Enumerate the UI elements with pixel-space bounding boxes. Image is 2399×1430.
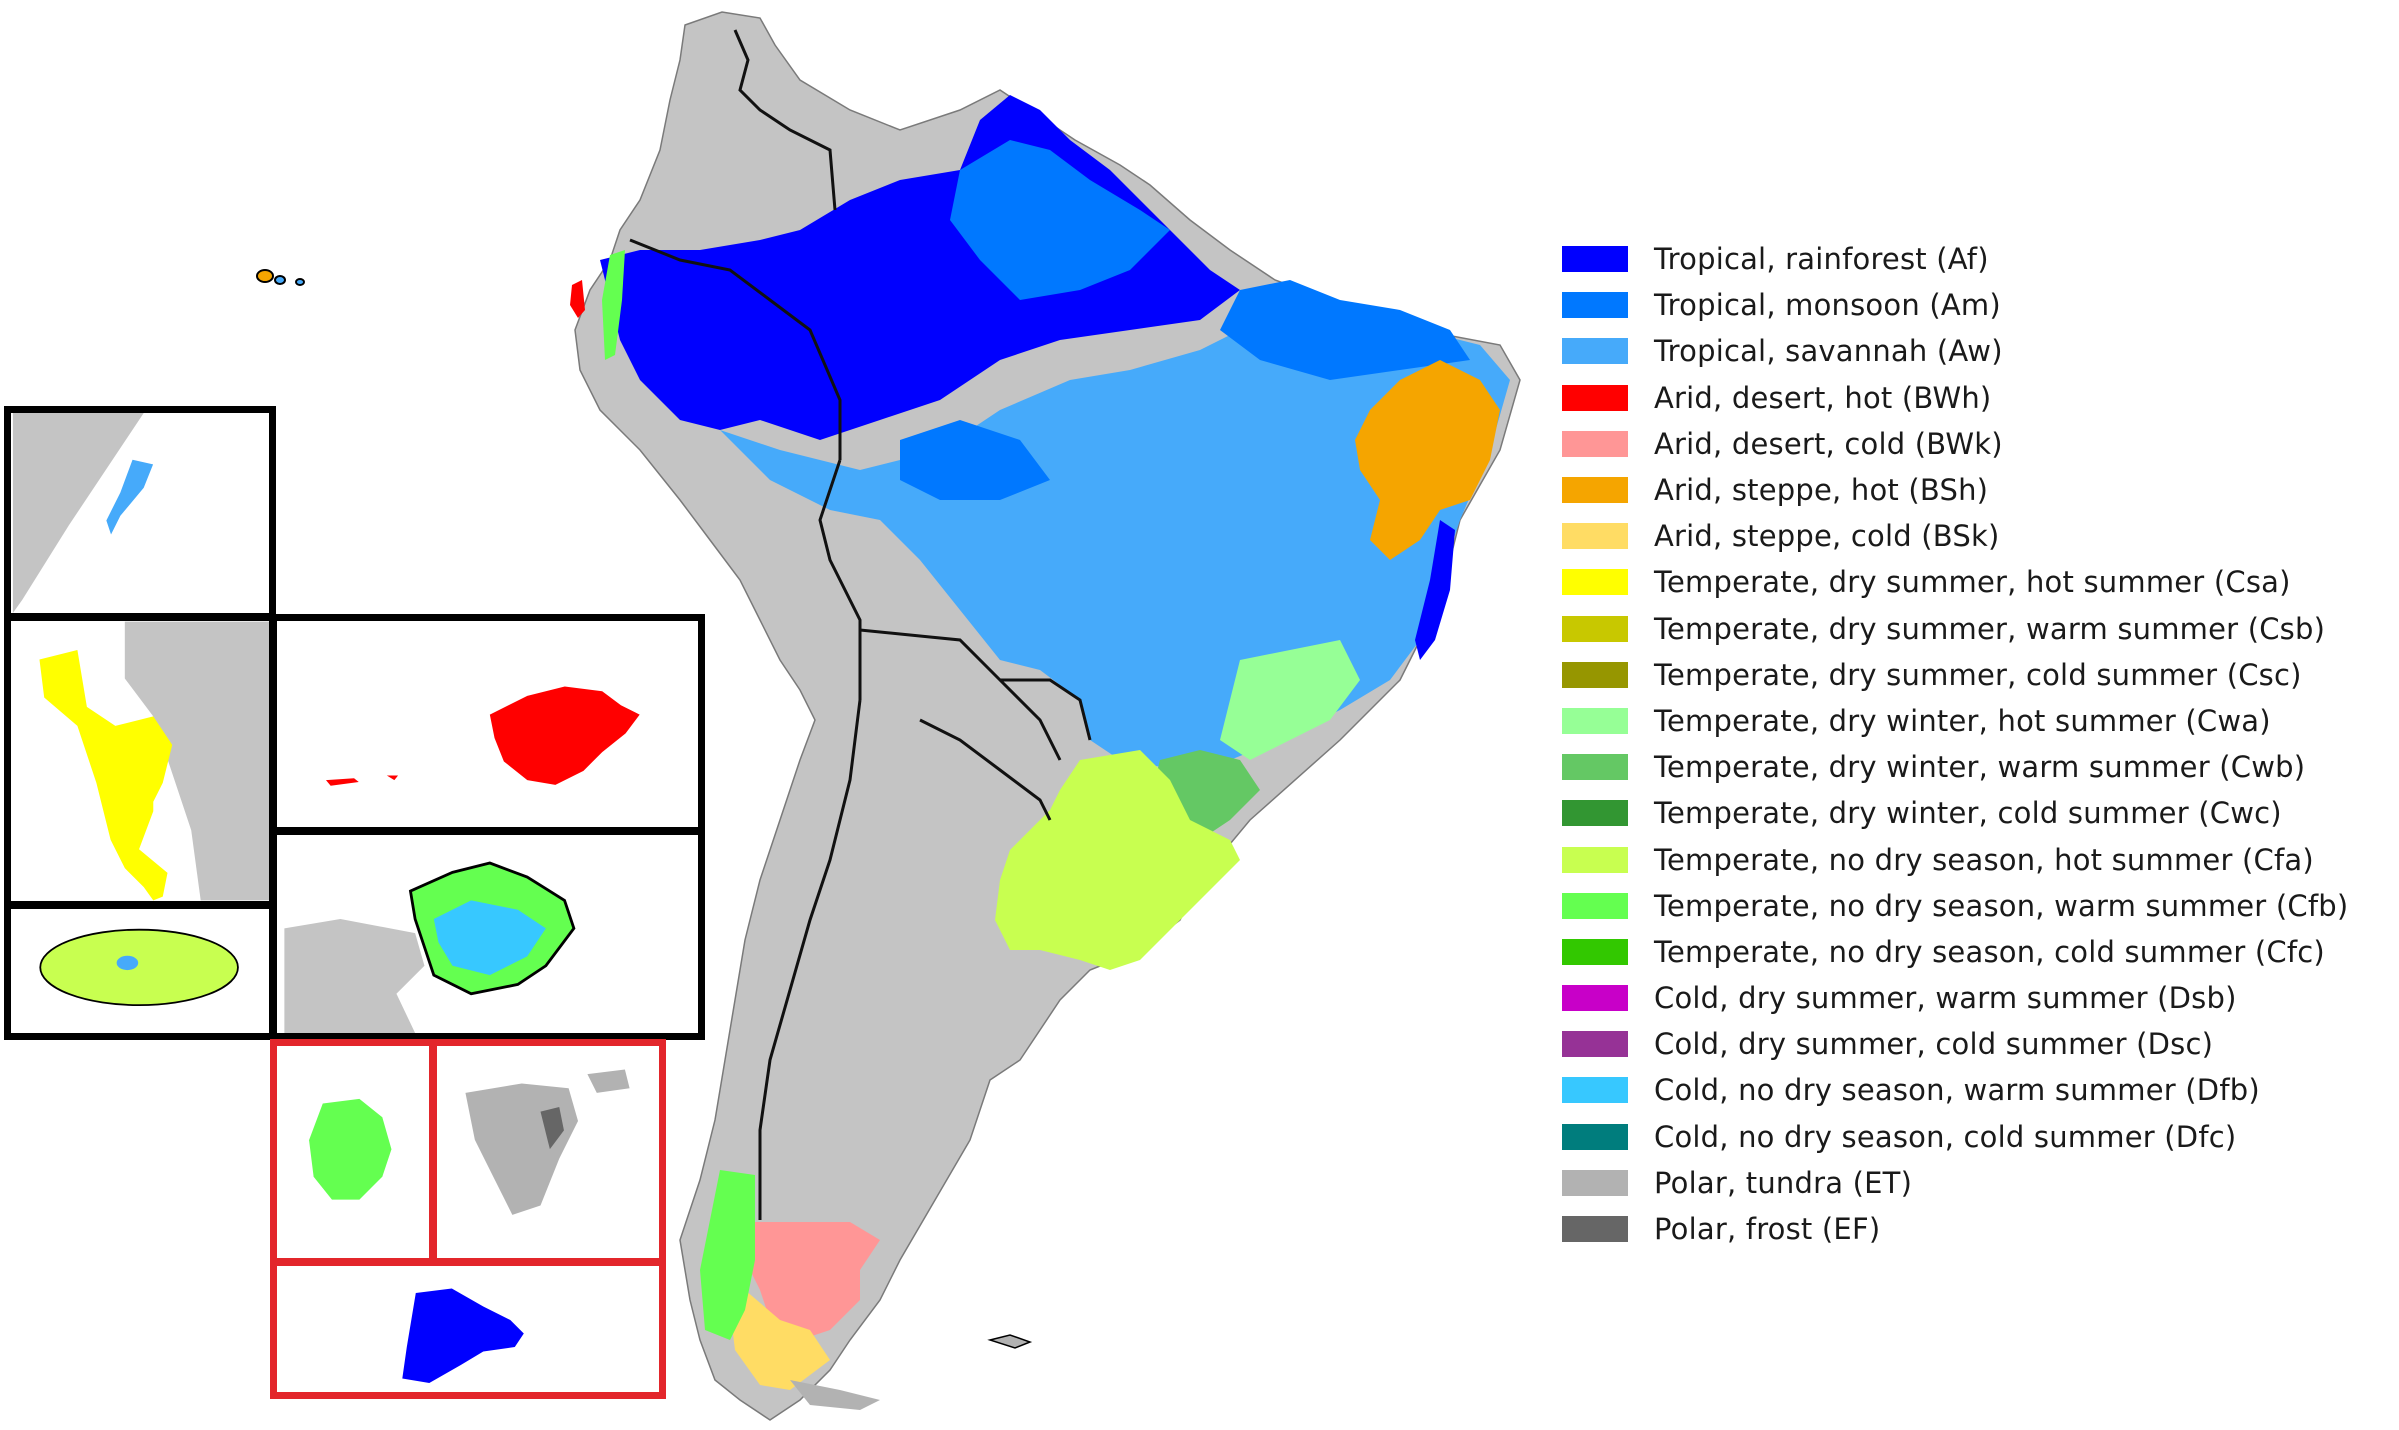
legend-label: Temperate, no dry season, cold summer (C… — [1654, 934, 2325, 969]
inset-lake-map — [284, 861, 576, 1033]
legend-swatch — [1562, 1077, 1628, 1104]
legend-item: Tropical, monsoon (Am) — [1562, 282, 2348, 328]
legend-item: Cold, no dry season, cold summer (Dfc) — [1562, 1114, 2348, 1160]
legend-label: Polar, tundra (ET) — [1654, 1165, 1913, 1200]
region-bwk — [745, 1222, 880, 1340]
legend-swatch — [1562, 384, 1628, 411]
legend-swatch — [1562, 1031, 1628, 1058]
caribbean-islands — [256, 269, 1033, 1349]
legend-item: Cold, dry summer, cold summer (Dsc) — [1562, 1021, 2348, 1067]
legend-item: Polar, frost (EF) — [1562, 1206, 2348, 1252]
legend-swatch — [1562, 477, 1628, 504]
legend-item: Cold, no dry season, warm summer (Dfb) — [1562, 1067, 2348, 1113]
region-ecuador-bwh — [570, 280, 585, 318]
region-cwa — [1220, 640, 1360, 760]
legend-swatch — [1562, 430, 1628, 457]
inset-island-oval — [4, 902, 276, 1040]
legend-label: Cold, dry summer, cold summer (Dsc) — [1654, 1027, 2214, 1062]
legend-swatch — [1562, 569, 1628, 596]
legend-swatch — [1562, 615, 1628, 642]
inset-easter-island-map — [402, 1288, 524, 1383]
legend-swatch — [1562, 1216, 1628, 1243]
legend-item: Temperate, dry winter, hot summer (Cwa) — [1562, 698, 2348, 744]
region-ecuador-cfb — [602, 250, 625, 360]
legend-label: Temperate, dry summer, cold summer (Csc) — [1654, 657, 2302, 692]
legend-label: Temperate, no dry season, warm summer (C… — [1654, 888, 2349, 923]
legend-label: Temperate, dry winter, cold summer (Cwc) — [1654, 796, 2282, 831]
inset-archipelago — [270, 614, 705, 834]
legend-label: Temperate, dry winter, hot summer (Cwa) — [1654, 703, 2271, 738]
region-cfb-chile — [700, 1170, 755, 1340]
legend-label: Temperate, no dry season, hot summer (Cf… — [1654, 842, 2314, 877]
region-et-south — [790, 1380, 880, 1410]
legend-swatch — [1562, 846, 1628, 873]
legend-label: Tropical, savannah (Aw) — [1654, 334, 2003, 369]
legend-item: Tropical, savannah (Aw) — [1562, 328, 2348, 374]
inset-atoll-map — [12, 413, 154, 613]
inset-round-island-map — [309, 1098, 392, 1200]
legend-label: Arid, desert, cold (BWk) — [1654, 426, 2003, 461]
inset-atoll — [4, 406, 276, 620]
legend-item: Temperate, dry summer, hot summer (Csa) — [1562, 559, 2348, 605]
legend-swatch — [1562, 938, 1628, 965]
inset-easter-island — [270, 1259, 666, 1399]
region-am-3 — [900, 420, 1050, 500]
legend-label: Cold, no dry season, warm summer (Dfb) — [1654, 1073, 2260, 1108]
legend-item: Temperate, no dry season, warm summer (C… — [1562, 883, 2348, 929]
region-af-coast — [1415, 520, 1455, 660]
inset-peninsula — [4, 614, 276, 908]
inset-island-oval-map — [39, 928, 239, 1007]
legend-item: Cold, dry summer, warm summer (Dsb) — [1562, 975, 2348, 1021]
legend-label: Tropical, rainforest (Af) — [1654, 242, 1989, 277]
legend-item: Tropical, rainforest (Af) — [1562, 236, 2348, 282]
region-bsh — [1355, 360, 1500, 560]
legend-item: Temperate, no dry season, hot summer (Cf… — [1562, 836, 2348, 882]
legend-item: Arid, steppe, cold (BSk) — [1562, 513, 2348, 559]
legend-item: Arid, desert, hot (BWh) — [1562, 375, 2348, 421]
legend-item: Temperate, no dry season, cold summer (C… — [1562, 929, 2348, 975]
region-am-2 — [1220, 280, 1470, 380]
legend-swatch — [1562, 754, 1628, 781]
inset-svalbard-map — [465, 1069, 630, 1215]
legend-swatch — [1562, 338, 1628, 365]
region-am — [950, 140, 1170, 300]
inset-svalbard — [430, 1039, 666, 1265]
legend-swatch — [1562, 707, 1628, 734]
legend-label: Tropical, monsoon (Am) — [1654, 288, 2001, 323]
legend-item: Temperate, dry summer, cold summer (Csc) — [1562, 652, 2348, 698]
inset-peninsula-map — [39, 621, 269, 901]
inset-archipelago-map — [325, 686, 640, 786]
legend-label: Arid, desert, hot (BWh) — [1654, 380, 1992, 415]
legend-label: Cold, dry summer, warm summer (Dsb) — [1654, 981, 2237, 1016]
legend-label: Arid, steppe, cold (BSk) — [1654, 519, 2000, 554]
legend-swatch — [1562, 800, 1628, 827]
legend: Tropical, rainforest (Af) Tropical, monso… — [1562, 236, 2348, 1252]
legend-label: Temperate, dry summer, warm summer (Csb) — [1654, 611, 2326, 646]
legend-item: Temperate, dry summer, warm summer (Csb) — [1562, 606, 2348, 652]
legend-swatch — [1562, 1123, 1628, 1150]
region-cfa — [995, 750, 1240, 970]
legend-swatch — [1562, 985, 1628, 1012]
legend-label: Arid, steppe, hot (BSh) — [1654, 473, 1989, 508]
inset-lake — [270, 828, 705, 1040]
legend-swatch — [1562, 523, 1628, 550]
legend-swatch — [1562, 246, 1628, 273]
legend-swatch — [1562, 661, 1628, 688]
legend-item: Arid, steppe, hot (BSh) — [1562, 467, 2348, 513]
legend-label: Polar, frost (EF) — [1654, 1212, 1881, 1247]
legend-item: Temperate, dry winter, warm summer (Cwb) — [1562, 744, 2348, 790]
country-borders — [629, 29, 1092, 1220]
legend-swatch — [1562, 892, 1628, 919]
legend-item: Polar, tundra (ET) — [1562, 1160, 2348, 1206]
legend-label: Cold, no dry season, cold summer (Dfc) — [1654, 1119, 2237, 1154]
inset-round-island — [270, 1039, 436, 1265]
legend-swatch — [1562, 292, 1628, 319]
region-bsk — [730, 1290, 830, 1390]
legend-item: Arid, desert, cold (BWk) — [1562, 421, 2348, 467]
legend-swatch — [1562, 1169, 1628, 1196]
legend-label: Temperate, dry summer, hot summer (Csa) — [1654, 565, 2291, 600]
legend-item: Temperate, dry winter, cold summer (Cwc) — [1562, 790, 2348, 836]
legend-label: Temperate, dry winter, warm summer (Cwb) — [1654, 750, 2306, 785]
